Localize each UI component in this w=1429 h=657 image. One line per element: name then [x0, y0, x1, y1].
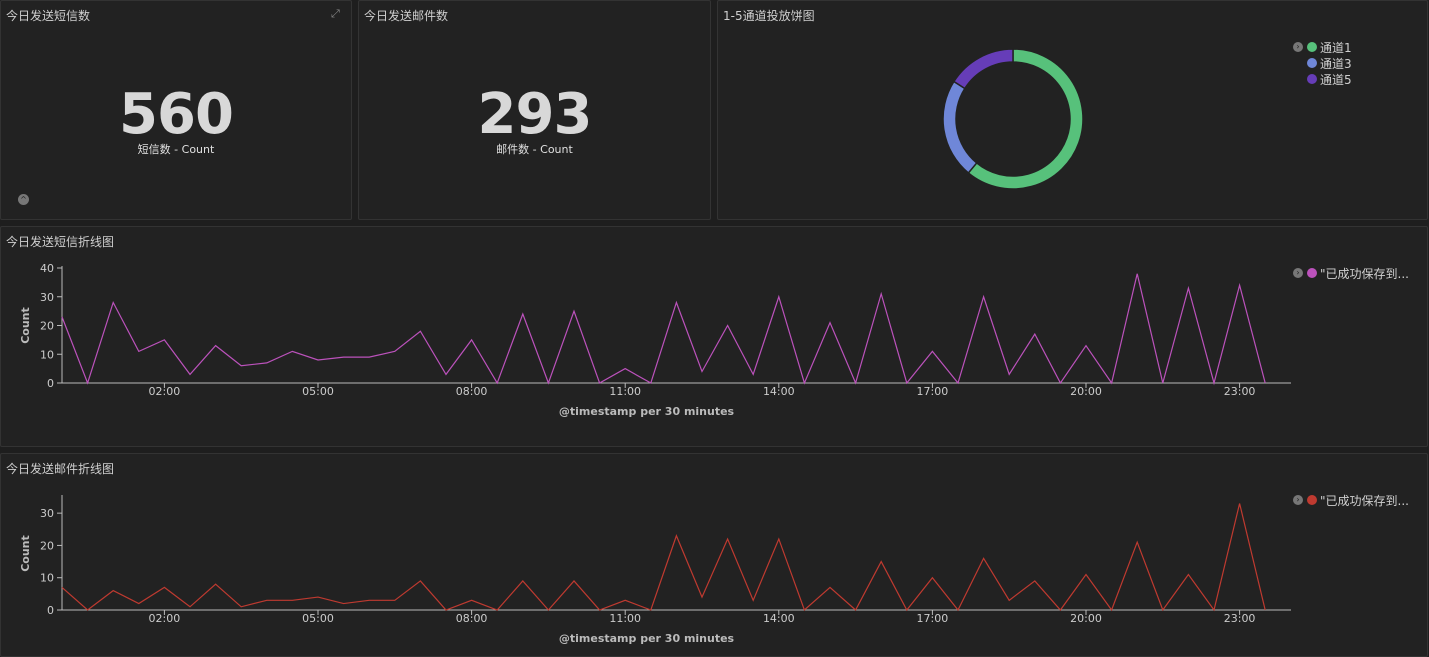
x-tick-label: 23:00 — [1224, 612, 1256, 625]
y-axis-label: Count — [19, 307, 32, 344]
line-legend: › "已成功保存到... — [1293, 265, 1409, 281]
series-line[interactable] — [61, 503, 1266, 612]
x-tick-label: 17:00 — [917, 612, 949, 625]
x-tick-label: 17:00 — [917, 385, 949, 398]
pie-slice-1[interactable] — [942, 80, 978, 174]
y-tick-label: 20 — [40, 539, 54, 552]
chevron-right-icon[interactable]: › — [1293, 268, 1303, 278]
legend-swatch — [1307, 268, 1317, 278]
x-axis-label: @timestamp per 30 minutes — [559, 632, 735, 645]
y-tick-label: 30 — [40, 507, 54, 520]
legend-label: 通道3 — [1320, 56, 1352, 71]
x-tick-label: 20:00 — [1070, 612, 1102, 625]
legend-swatch — [1307, 42, 1317, 52]
y-tick-label: 20 — [40, 320, 54, 333]
donut-chart — [942, 48, 1084, 190]
series-line[interactable] — [61, 273, 1266, 386]
y-axis-label: Count — [19, 535, 32, 572]
x-tick-label: 11:00 — [609, 385, 641, 398]
y-tick-label: 10 — [40, 572, 54, 585]
y-tick-label: 40 — [40, 262, 54, 275]
legend-swatch — [1307, 74, 1317, 84]
panel-title: 今日发送短信折线图 — [6, 235, 115, 249]
panel-title: 1-5通道投放饼图 — [723, 9, 815, 23]
x-tick-label: 23:00 — [1224, 385, 1256, 398]
email-line-chart: 0 10 20 30 02:00 05:00 08:00 11:00 14:00 17:00 20:… — [19, 495, 1291, 645]
x-tick-label: 05:00 — [302, 612, 334, 625]
legend-label: "已成功保存到... — [1320, 266, 1409, 281]
metric-label: 邮件数 - Count — [496, 143, 573, 156]
pie-slice-0[interactable] — [967, 48, 1084, 190]
email-line-panel: 今日发送邮件折线图 0 10 20 30 02:00 05:00 08:00 11:00 14:… — [0, 453, 1428, 657]
legend-item[interactable]: 通道3 — [1293, 55, 1352, 71]
x-tick-label: 08:00 — [456, 612, 488, 625]
legend-item[interactable]: › "已成功保存到... — [1293, 265, 1409, 281]
chevron-right-icon[interactable]: › — [1293, 495, 1303, 505]
x-tick-label: 20:00 — [1070, 385, 1102, 398]
legend-item[interactable]: › "已成功保存到... — [1293, 492, 1409, 508]
y-tick-label: 0 — [47, 604, 54, 617]
chevron-up-icon[interactable]: ^ — [18, 194, 29, 205]
x-tick-label: 02:00 — [149, 612, 181, 625]
legend-swatch — [1307, 495, 1317, 505]
line-legend: › "已成功保存到... — [1293, 492, 1409, 508]
legend-item[interactable]: › 通道1 — [1293, 39, 1352, 55]
x-tick-label: 14:00 — [763, 612, 795, 625]
sms-line-panel: 今日发送短信折线图 0 10 20 30 40 02:00 05:00 08:00 11:00 1… — [0, 226, 1428, 447]
x-tick-label: 11:00 — [609, 612, 641, 625]
x-axis-label: @timestamp per 30 minutes — [559, 405, 735, 418]
email-count-panel: 今日发送邮件数 293 邮件数 - Count — [358, 0, 711, 220]
x-tick-label: 02:00 — [149, 385, 181, 398]
pie-panel: 1-5通道投放饼图 › 通道1 通道3 通道5 — [717, 0, 1428, 220]
panel-title: 今日发送短信数 — [6, 9, 91, 23]
legend-item[interactable]: 通道5 — [1293, 71, 1352, 87]
metric-value: 560 — [119, 82, 234, 147]
legend-swatch — [1307, 58, 1317, 68]
panel-title: 今日发送邮件折线图 — [6, 462, 115, 476]
legend-label: 通道1 — [1320, 40, 1352, 55]
y-tick-label: 10 — [40, 348, 54, 361]
legend-label: 通道5 — [1320, 72, 1352, 87]
x-tick-label: 05:00 — [302, 385, 334, 398]
metric-label: 短信数 - Count — [137, 143, 215, 156]
x-tick-label: 08:00 — [456, 385, 488, 398]
chevron-right-icon[interactable]: › — [1293, 42, 1303, 52]
metric-value: 293 — [477, 82, 593, 147]
sms-count-panel: 今日发送短信数 ⤢ 560 短信数 - Count ^ — [0, 0, 352, 220]
pie-legend: › 通道1 通道3 通道5 — [1293, 39, 1352, 87]
y-tick-label: 30 — [40, 291, 54, 304]
y-tick-label: 0 — [47, 377, 54, 390]
pie-slice-2[interactable] — [952, 48, 1014, 90]
x-tick-label: 14:00 — [763, 385, 795, 398]
legend-label: "已成功保存到... — [1320, 493, 1409, 508]
panel-title: 今日发送邮件数 — [364, 9, 449, 23]
expand-icon[interactable]: ⤢ — [331, 7, 340, 20]
sms-line-chart: 0 10 20 30 40 02:00 05:00 08:00 11:00 14:00 17:00 2… — [19, 262, 1291, 418]
